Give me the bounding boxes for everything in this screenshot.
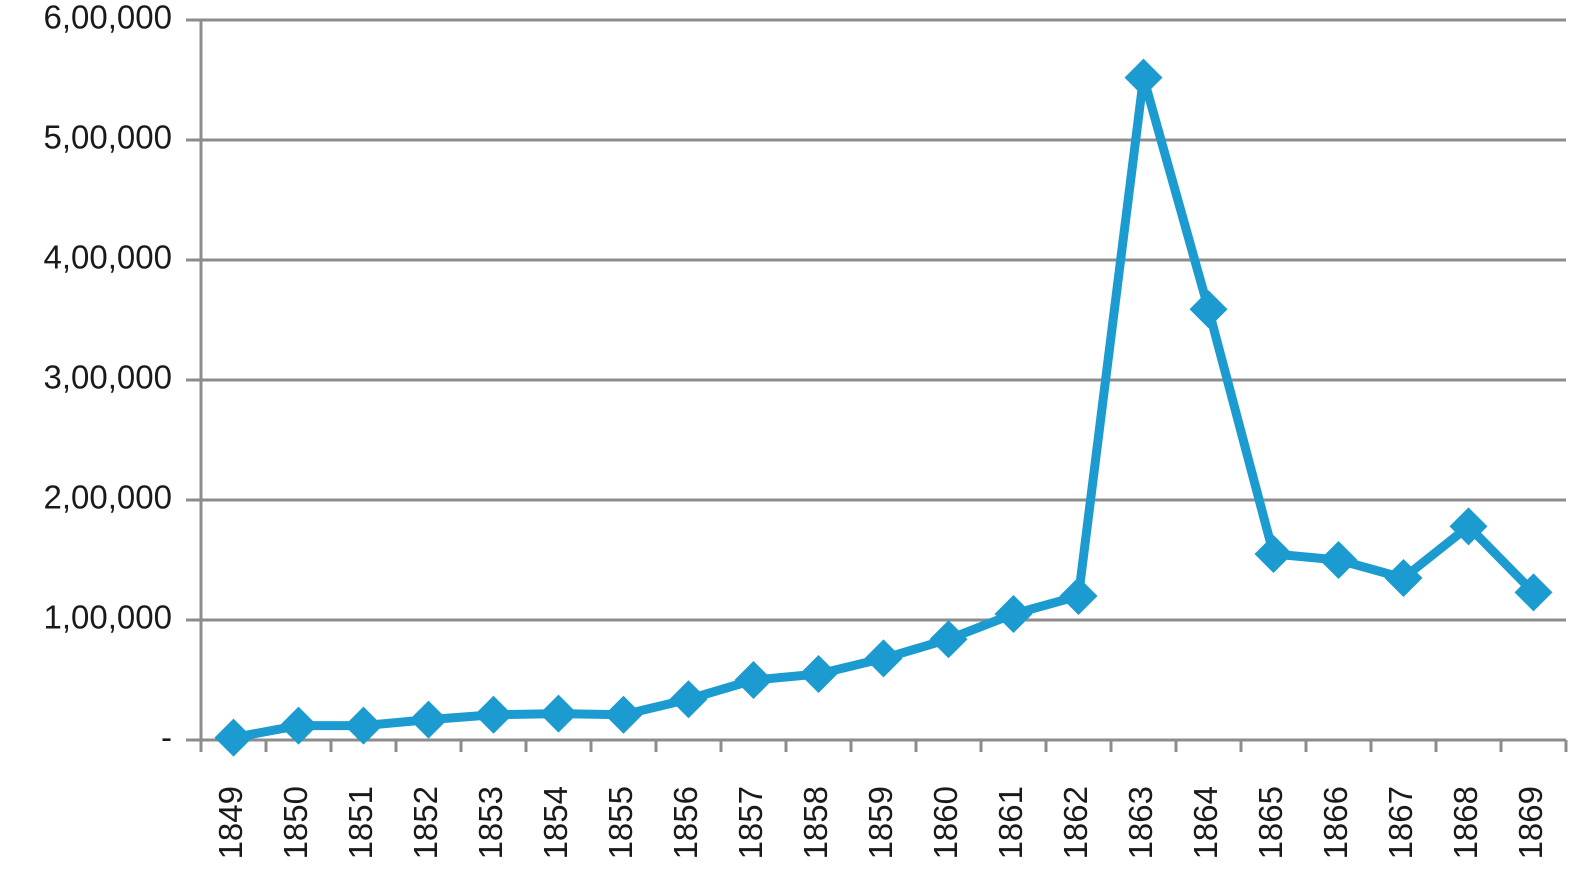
data-point-marker — [1059, 577, 1098, 615]
data-point-marker — [409, 700, 448, 739]
x-tick-label: 1853 — [472, 786, 509, 859]
series-line — [229, 73, 1538, 743]
data-point-marker — [734, 661, 773, 699]
x-tick-label: 1856 — [667, 786, 704, 859]
x-tick-label: 1867 — [1382, 786, 1419, 859]
x-tick-label: 1865 — [1252, 786, 1289, 859]
x-tick-label: 1861 — [992, 786, 1029, 859]
series-group — [214, 58, 1553, 757]
y-tick-label: 2,00,000 — [44, 479, 172, 516]
y-tick-label: 6,00,000 — [44, 0, 172, 36]
x-tick-label: 1862 — [1057, 786, 1094, 859]
x-tick-label: 1863 — [1122, 786, 1159, 859]
x-tick-label: 1852 — [407, 786, 444, 859]
y-tick-label: 3,00,000 — [44, 359, 172, 396]
data-point-marker — [864, 639, 903, 678]
data-point-marker — [669, 680, 708, 719]
data-point-marker — [214, 718, 253, 757]
data-point-marker — [1514, 573, 1553, 612]
y-tick-label: 4,00,000 — [44, 239, 172, 276]
x-tick-label: 1855 — [602, 786, 639, 859]
x-tick-label: 1851 — [342, 786, 379, 859]
data-point-marker — [279, 706, 318, 745]
x-tick-label: 1869 — [1512, 786, 1549, 859]
x-axis-tick-labels: 1849 1850 1851 1852 1853 1854 1855 1856 1857 1858… — [212, 786, 1549, 859]
gridlines — [186, 18, 1568, 752]
x-tick-label: 1858 — [797, 786, 834, 859]
data-point-marker — [1254, 535, 1293, 573]
y-axis-tick-labels: - 1,00,000 2,00,000 3,00,000 4,00,000 5,00,00… — [44, 0, 172, 756]
y-tick-label: - — [161, 719, 172, 756]
x-tick-label: 1864 — [1187, 786, 1224, 859]
data-point-marker — [474, 695, 513, 734]
y-tick-label: 5,00,000 — [44, 119, 172, 156]
x-tick-label: 1859 — [862, 786, 899, 859]
data-point-marker — [1124, 58, 1163, 97]
data-point-marker — [994, 595, 1033, 633]
y-tick-label: 1,00,000 — [44, 599, 172, 636]
data-point-marker — [799, 655, 838, 693]
data-point-marker — [1449, 507, 1488, 546]
data-point-marker — [1384, 559, 1423, 597]
x-tick-label: 1854 — [537, 786, 574, 859]
data-point-marker — [604, 695, 643, 734]
x-tick-label: 1866 — [1317, 786, 1354, 859]
x-tick-label: 1850 — [277, 786, 314, 859]
x-tick-label: 1868 — [1447, 786, 1484, 859]
x-tick-label: 1849 — [212, 786, 249, 859]
data-point-marker — [1189, 290, 1228, 329]
x-tick-label: 1857 — [732, 786, 769, 859]
data-point-marker — [539, 694, 578, 733]
data-point-marker — [344, 706, 383, 745]
x-tick-label: 1860 — [927, 786, 964, 859]
data-point-marker — [929, 620, 968, 659]
data-point-marker — [1319, 541, 1358, 579]
